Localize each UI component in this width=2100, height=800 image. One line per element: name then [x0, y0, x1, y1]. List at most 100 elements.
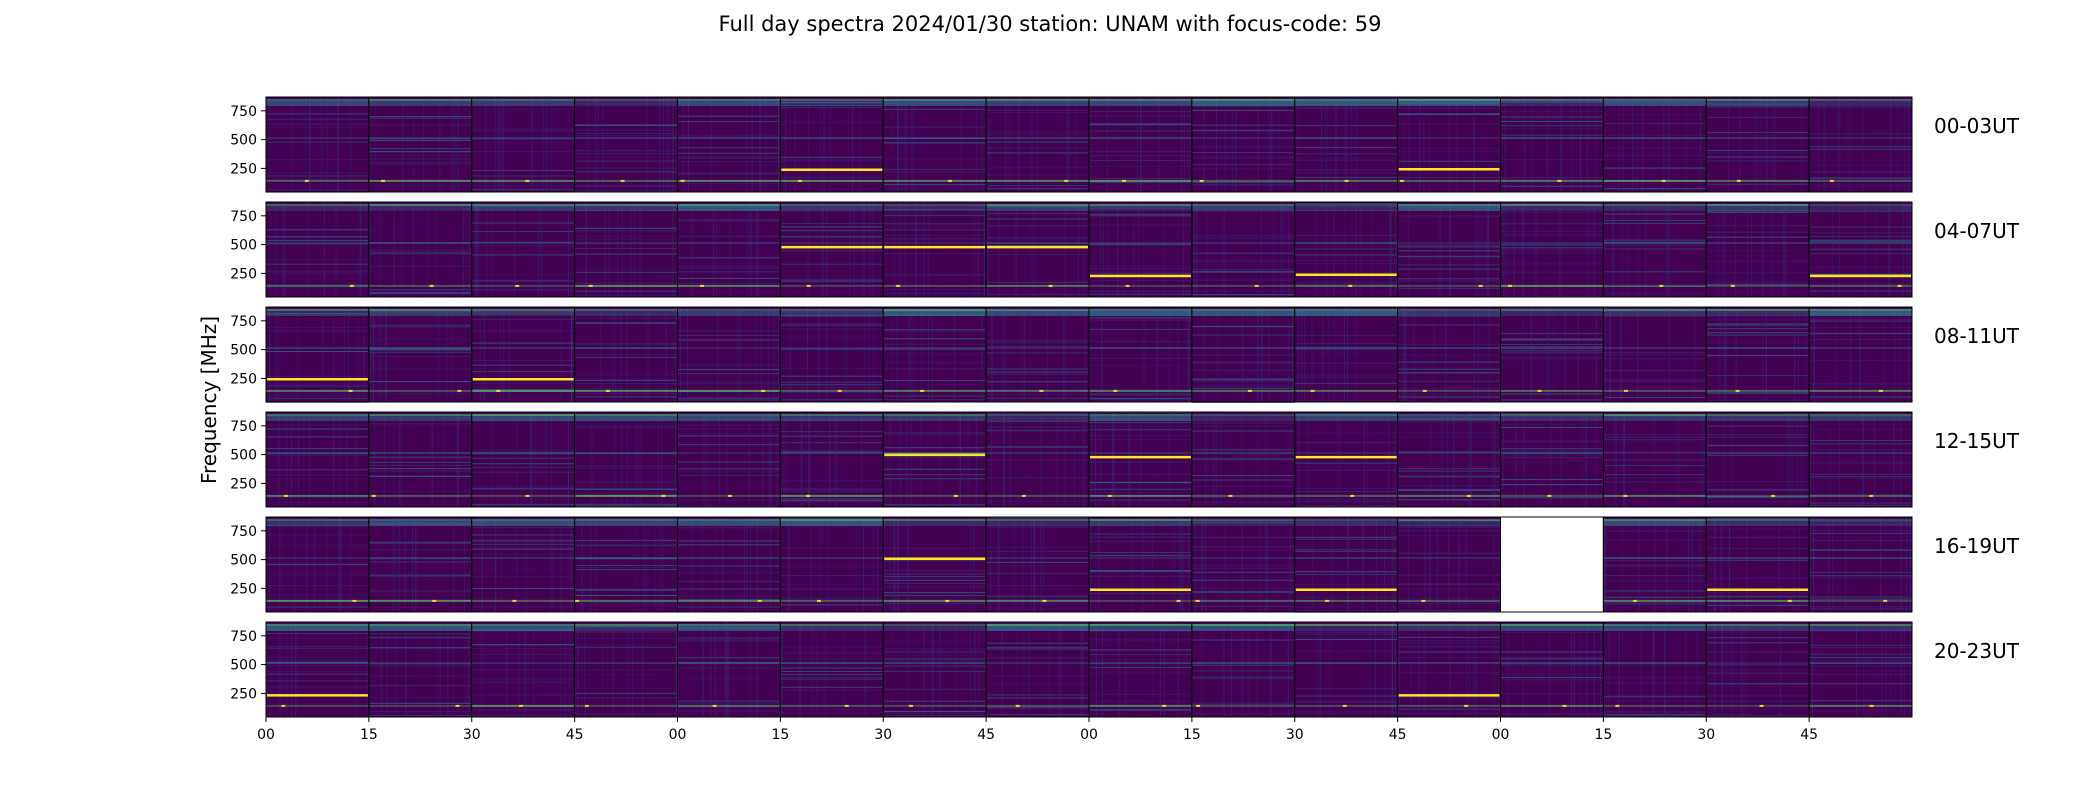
noise-streak	[883, 459, 987, 461]
noise-column	[751, 97, 753, 192]
spectrum-panel	[882, 306, 987, 403]
noise-column	[661, 412, 662, 507]
noise-column	[499, 97, 501, 192]
noise-streak	[1809, 608, 1912, 610]
signal-line	[1398, 168, 1500, 171]
high-band-peak	[1397, 624, 1501, 626]
noise-column	[923, 202, 925, 297]
noise-column	[1099, 202, 1101, 297]
burst-spot	[1623, 494, 1628, 497]
noise-streak	[1706, 596, 1810, 598]
low-band	[780, 284, 884, 287]
noise-streak	[780, 488, 884, 490]
low-band	[1191, 389, 1295, 392]
noise-streak	[368, 696, 472, 698]
noise-streak	[986, 706, 1089, 708]
high-band-peak	[471, 204, 575, 206]
mid-band	[1089, 557, 1192, 559]
noise-column	[1113, 412, 1115, 507]
noise-column	[1190, 97, 1192, 192]
noise-column	[1117, 202, 1119, 297]
noise-streak	[780, 490, 884, 492]
noise-streak	[883, 560, 987, 562]
noise-streak	[1706, 708, 1810, 710]
noise-column	[291, 622, 292, 717]
noise-streak	[574, 379, 678, 381]
noise-streak	[1191, 449, 1295, 451]
noise-streak	[1809, 665, 1912, 667]
noise-column	[350, 97, 352, 192]
mid-band	[883, 137, 987, 139]
noise-streak	[1603, 158, 1707, 160]
signal-line	[987, 245, 1088, 249]
noise-streak	[1500, 249, 1604, 251]
mid-band	[1397, 347, 1501, 349]
noise-streak	[266, 285, 369, 287]
noise-streak	[780, 599, 884, 601]
high-band-peak	[780, 414, 884, 416]
noise-column	[1336, 412, 1338, 507]
high-band-peak	[1500, 309, 1604, 311]
noise-streak	[471, 360, 575, 362]
noise-streak	[986, 245, 1089, 247]
noise-streak	[1191, 485, 1295, 487]
noise-streak	[368, 711, 472, 713]
noise-streak	[780, 575, 884, 577]
noise-column	[1408, 97, 1410, 192]
noise-streak	[883, 665, 987, 667]
noise-column	[1587, 97, 1588, 192]
high-band-peak	[1603, 414, 1707, 416]
high-band-peak	[883, 309, 987, 311]
noise-streak	[1089, 659, 1192, 661]
noise-column	[570, 307, 572, 402]
panel-background	[1191, 412, 1295, 507]
noise-column	[1889, 202, 1891, 297]
noise-streak	[986, 526, 1089, 528]
noise-streak	[266, 563, 369, 565]
noise-column	[1621, 202, 1623, 297]
noise-column	[913, 97, 915, 192]
noise-column	[785, 412, 787, 507]
noise-streak	[1500, 125, 1604, 127]
high-band-peak	[1397, 204, 1501, 206]
noise-streak	[1294, 584, 1398, 585]
noise-streak	[780, 381, 884, 383]
noise-column	[1722, 517, 1724, 612]
high-band	[368, 624, 472, 631]
noise-streak	[677, 565, 781, 567]
low-band	[1500, 284, 1604, 287]
noise-streak	[471, 189, 575, 191]
spectrum-panel	[1397, 621, 1501, 718]
noise-streak	[1809, 578, 1912, 579]
noise-column	[757, 202, 759, 297]
noise-column	[1863, 622, 1865, 717]
noise-streak	[1706, 116, 1810, 118]
mid-band	[1500, 137, 1604, 139]
noise-streak	[986, 459, 1089, 461]
panel-background	[780, 412, 884, 507]
noise-column	[1024, 307, 1025, 402]
low-band	[1706, 179, 1810, 182]
noise-column	[1586, 622, 1588, 717]
panel-background	[883, 97, 987, 192]
noise-streak	[780, 160, 884, 162]
noise-streak	[266, 574, 369, 576]
noise-column	[1448, 517, 1450, 612]
high-band	[574, 519, 678, 526]
noise-streak	[1809, 383, 1912, 384]
high-band	[1809, 414, 1912, 421]
noise-streak	[266, 415, 369, 417]
noise-streak	[780, 170, 884, 172]
noise-column	[1863, 412, 1865, 507]
noise-streak	[1191, 211, 1295, 213]
high-band-peak	[986, 99, 1089, 101]
noise-streak	[266, 424, 369, 426]
mid-band	[677, 452, 781, 454]
noise-streak	[1089, 575, 1192, 577]
noise-column	[305, 97, 307, 192]
low-band	[986, 704, 1089, 707]
noise-streak	[368, 590, 472, 592]
noise-column	[383, 412, 385, 507]
high-band-peak	[1397, 414, 1501, 416]
noise-column	[789, 517, 791, 612]
